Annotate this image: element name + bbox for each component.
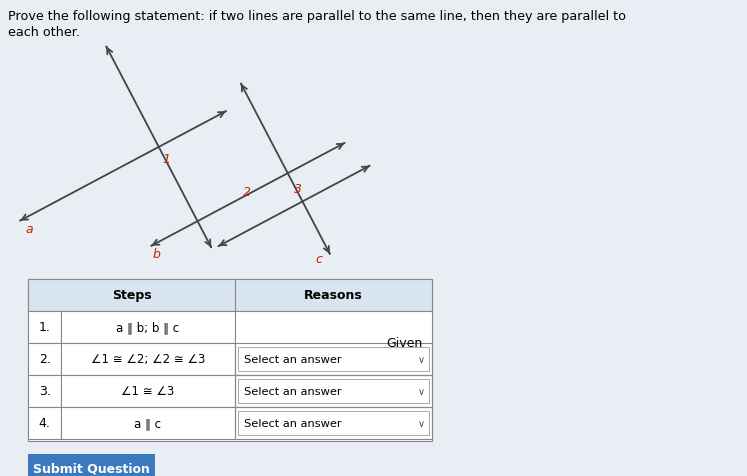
Text: ∠1 ≅ ∠2; ∠2 ≅ ∠3: ∠1 ≅ ∠2; ∠2 ≅ ∠3 [91, 353, 205, 366]
Bar [235, 407, 432, 439]
Text: Select an answer: Select an answer [244, 354, 342, 364]
Bar [61, 343, 235, 375]
Bar [235, 375, 432, 407]
Bar [28, 279, 235, 311]
Bar [28, 343, 61, 375]
Text: ∨: ∨ [418, 354, 424, 364]
Text: ∠1 ≅ ∠3: ∠1 ≅ ∠3 [121, 385, 175, 397]
Bar [61, 407, 235, 439]
Text: a: a [25, 223, 34, 236]
Text: b: b [152, 248, 160, 261]
Bar [28, 407, 61, 439]
Bar [238, 411, 430, 435]
Text: a ∥ c: a ∥ c [134, 416, 161, 429]
Bar [238, 379, 430, 403]
Bar [235, 343, 432, 375]
Text: Select an answer: Select an answer [244, 386, 342, 396]
Text: 2: 2 [243, 185, 251, 198]
Bar [28, 454, 155, 476]
Text: 3.: 3. [39, 385, 51, 397]
Bar [235, 311, 432, 375]
Bar [28, 311, 61, 343]
Text: ∨: ∨ [418, 418, 424, 428]
Text: 4.: 4. [39, 416, 51, 429]
Text: Select an answer: Select an answer [244, 418, 342, 428]
Text: 1.: 1. [39, 321, 51, 334]
Text: Steps: Steps [112, 288, 152, 302]
Bar [61, 311, 235, 343]
Text: ∨: ∨ [418, 386, 424, 396]
Text: Given: Given [385, 337, 422, 349]
Text: each other.: each other. [7, 26, 79, 39]
Bar [28, 279, 432, 441]
Text: Submit Question: Submit Question [33, 461, 150, 474]
Bar [61, 375, 235, 407]
Text: Reasons: Reasons [304, 288, 363, 302]
Text: Prove the following statement: if two lines are parallel to the same line, then : Prove the following statement: if two li… [7, 10, 625, 23]
Bar [238, 347, 430, 371]
Text: 2.: 2. [39, 353, 51, 366]
Text: 3: 3 [294, 183, 302, 196]
Text: c: c [315, 253, 322, 266]
Bar [28, 375, 61, 407]
Text: a ∥ b; b ∥ c: a ∥ b; b ∥ c [117, 321, 179, 334]
Text: 1: 1 [162, 153, 170, 166]
Bar [235, 279, 432, 311]
